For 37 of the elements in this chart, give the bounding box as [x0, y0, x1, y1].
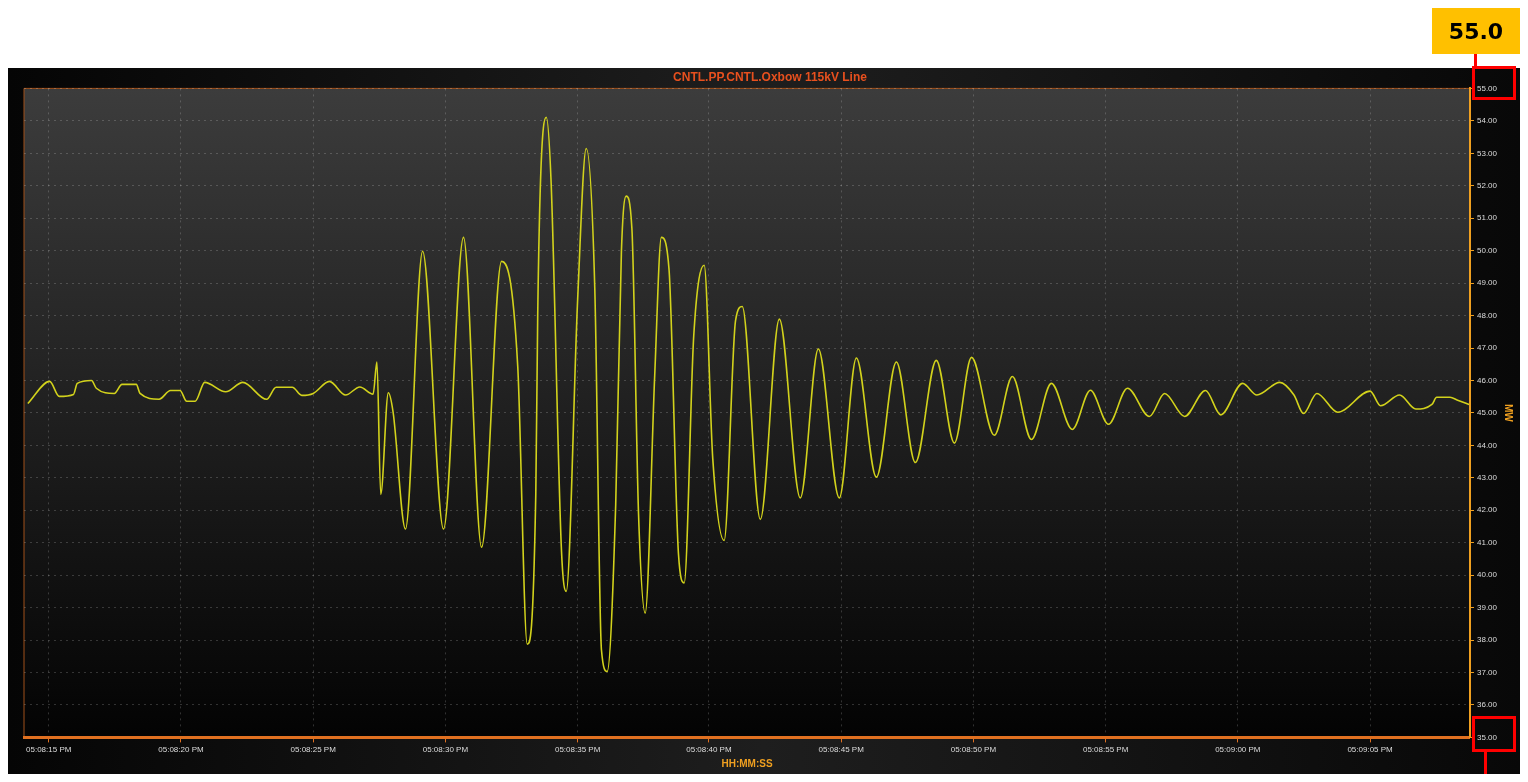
x-tick-label: 05:08:35 PM [554, 745, 601, 755]
y-tick-label: 44.00 [1476, 440, 1498, 450]
y-tick-label: 50.00 [1476, 245, 1498, 255]
y-tick-label: 55.00 [1476, 83, 1498, 93]
x-tick-label: 05:08:55 PM [1082, 745, 1129, 755]
x-tick-label: 05:09:05 PM [1347, 745, 1394, 755]
x-tick-label: 05:08:20 PM [158, 745, 204, 755]
x-tick-label: 05:08:45 PM [818, 745, 865, 755]
y-tick-label: 41.00 [1476, 537, 1498, 547]
x-tick-label: 05:08:25 PM [290, 745, 337, 755]
y-tick-label: 37.00 [1476, 667, 1498, 677]
y-tick-label: 52.00 [1476, 180, 1498, 190]
x-tick-label: 05:08:40 PM [686, 745, 732, 755]
y-tick-label: 36.00 [1476, 700, 1498, 710]
y-tick-label: 45.00 [1476, 408, 1498, 418]
chart-title: CNTL.PP.CNTL.Oxbow 115kV Line [673, 69, 868, 84]
y-tick-label: 42.00 [1476, 505, 1498, 515]
y-tick-label: 40.00 [1476, 570, 1498, 580]
x-tick-label: 05:09:00 PM [1215, 745, 1261, 755]
y-tick-label: 49.00 [1476, 278, 1498, 288]
y-tick-label: 39.00 [1476, 602, 1498, 612]
line-series [27, 116, 1470, 673]
y-axis-title: MW [1503, 404, 1515, 423]
y-tick-label: 48.00 [1476, 310, 1498, 320]
y-tick-label: 46.00 [1476, 375, 1498, 385]
y-tick-label: 47.00 [1476, 343, 1498, 353]
y-tick-label: 53.00 [1476, 148, 1498, 158]
x-tick-label: 05:08:50 PM [950, 745, 997, 755]
x-tick-label: 05:08:30 PM [422, 745, 469, 755]
text: 55.0 [1432, 8, 1520, 54]
x-axis-title: HH:MM:SS [721, 757, 773, 769]
y-tick-label: 38.00 [1476, 635, 1498, 645]
y-tick-label: 54.00 [1476, 116, 1498, 126]
y-tick-label: 51.00 [1476, 213, 1498, 223]
y-tick-label: 35.00 [1476, 732, 1498, 742]
x-tick-label: 05:08:15 PM [26, 745, 72, 755]
y-tick-label: 43.00 [1476, 473, 1498, 482]
